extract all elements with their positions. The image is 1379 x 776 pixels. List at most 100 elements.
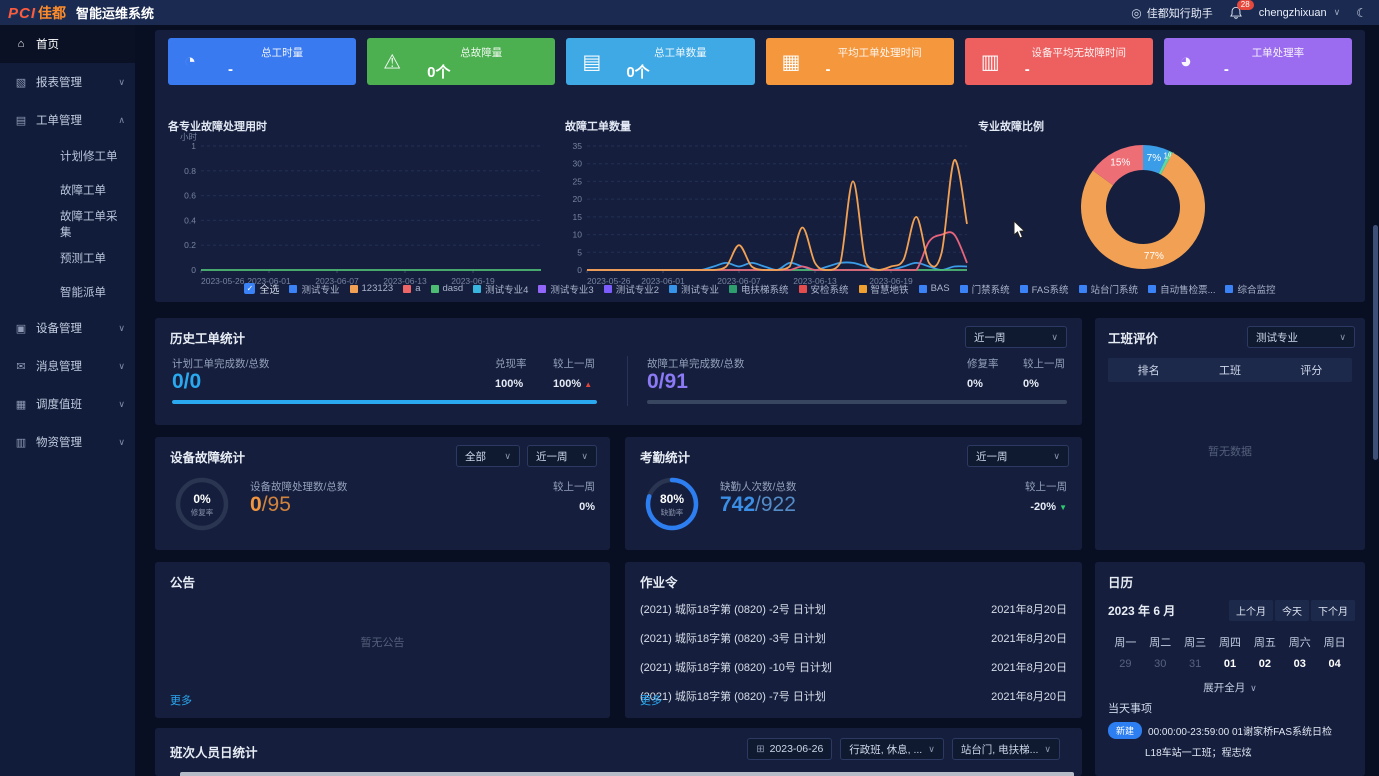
legend-color-swatch bbox=[403, 284, 412, 293]
legend-item[interactable]: 测试专业3 bbox=[538, 282, 594, 296]
legend-item[interactable]: 测试专业 bbox=[669, 282, 719, 296]
legend-item[interactable]: 电扶梯系统 bbox=[729, 282, 789, 296]
legend-color-swatch bbox=[1148, 284, 1157, 293]
legend-item[interactable]: dasd bbox=[430, 283, 463, 294]
weekday-label: 周三 bbox=[1184, 637, 1207, 649]
sidebar-item-dispatch-duty[interactable]: ▦ 调度值班 ∨ bbox=[0, 385, 135, 423]
announcement-empty-state: 暂无公告 bbox=[360, 637, 405, 649]
attendance-panel-title: 考勤统计 bbox=[640, 451, 691, 465]
legend-item[interactable]: 站台门系统 bbox=[1078, 282, 1138, 296]
work-orders-more-link[interactable]: 更多 bbox=[640, 695, 662, 707]
legend-item[interactable]: 123123 bbox=[349, 283, 393, 294]
shift-type-select[interactable]: 行政班, 休息, ... ∨ bbox=[840, 738, 944, 760]
legend-item[interactable]: 安检系统 bbox=[798, 282, 849, 296]
legend-item[interactable]: BAS bbox=[918, 283, 950, 294]
sidebar-item-workorder[interactable]: ▤ 工单管理 ∧ bbox=[0, 101, 135, 139]
calendar-date-cell[interactable]: 29 bbox=[1119, 658, 1132, 670]
notification-badge: 28 bbox=[1236, 0, 1254, 10]
theme-toggle[interactable]: ☾ bbox=[1356, 6, 1367, 20]
stat-card[interactable]: ▤ 总工单数量 0个 bbox=[566, 38, 755, 85]
legend-color-swatch bbox=[349, 284, 358, 293]
announcement-more-link[interactable]: 更多 bbox=[170, 695, 192, 707]
announcement-title: 公告 bbox=[170, 576, 196, 590]
scrollbar-thumb[interactable] bbox=[1373, 225, 1378, 460]
legend-item[interactable]: a bbox=[403, 283, 421, 294]
legend-item[interactable]: 综合监控 bbox=[1225, 282, 1276, 296]
absence-rate-gauge: 80% 缺勤率 bbox=[643, 475, 701, 533]
today-button[interactable]: 今天 bbox=[1275, 600, 1309, 621]
legend-item[interactable]: 测试专业 bbox=[289, 282, 340, 296]
calendar-event[interactable]: 新建 00:00:00-23:59:00 01谢家桥FAS系统日检 bbox=[1108, 722, 1357, 739]
sidebar-item-smart-dispatch[interactable]: 智能派单 bbox=[0, 275, 135, 309]
sidebar-item-planned-repair[interactable]: 计划修工单 bbox=[0, 139, 135, 173]
next-month-button[interactable]: 下个月 bbox=[1311, 600, 1355, 621]
notifications-button[interactable]: 28 bbox=[1229, 0, 1254, 20]
event-text: 00:00:00-23:59:00 01谢家桥FAS系统日检 bbox=[1148, 727, 1333, 738]
history-range-select[interactable]: 近一周 ∨ bbox=[965, 326, 1067, 348]
sidebar-item-material[interactable]: ▥ 物资管理 ∨ bbox=[0, 423, 135, 461]
sidebar-item-report[interactable]: ▧ 报表管理 ∨ bbox=[0, 63, 135, 101]
stat-card-value: - bbox=[825, 61, 831, 78]
stat-card-title: 总工时量 bbox=[261, 47, 304, 59]
planned-progress-bar bbox=[172, 400, 597, 404]
stat-card[interactable]: ◕ 工单处理率 - bbox=[1163, 38, 1353, 85]
logo-jiadu-text: 佳都 bbox=[38, 4, 67, 21]
legend-select-all[interactable]: ✓ 全选 bbox=[244, 281, 279, 296]
chevron-down-icon: ∨ bbox=[928, 743, 935, 754]
prev-month-button[interactable]: 上个月 bbox=[1229, 600, 1273, 621]
calendar-date-cell[interactable]: 30 bbox=[1154, 658, 1167, 670]
fault-wow-label: 较上一周 bbox=[1023, 358, 1065, 370]
calendar-date-cell[interactable]: 03 bbox=[1293, 658, 1306, 670]
work-order-row[interactable]: (2021) 城际18字第 (0820) -2号 日计划 2021年8月20日 bbox=[640, 594, 1067, 623]
sidebar-item-fault-collect[interactable]: 故障工单采集 bbox=[0, 207, 135, 241]
legend-item[interactable]: 测试专业4 bbox=[473, 282, 528, 296]
legend-item[interactable]: 测试专业2 bbox=[603, 282, 659, 296]
calendar-date-cell[interactable]: 01 bbox=[1223, 658, 1237, 670]
shift-date-picker[interactable]: ⊞ 2023-06-26 bbox=[747, 738, 833, 760]
legend-item[interactable]: 智慧地铁 bbox=[858, 282, 909, 296]
svg-text:15%: 15% bbox=[1110, 157, 1130, 168]
stat-card[interactable]: ▥ 设备平均无故障时间 - bbox=[964, 38, 1153, 85]
sidebar-item-predict-order[interactable]: 预测工单 bbox=[0, 241, 135, 275]
attendance-range-select[interactable]: 近一周 ∨ bbox=[967, 445, 1069, 467]
user-menu[interactable]: chengzhixuan ∨ bbox=[1259, 7, 1340, 19]
stat-card[interactable]: ▦ 平均工单处理时间 - bbox=[765, 38, 954, 85]
legend-item[interactable]: 自动售检票... bbox=[1148, 282, 1215, 296]
device-range-select[interactable]: 近一周 ∨ bbox=[527, 445, 597, 467]
sidebar-item-home[interactable]: ⌂ 首页 bbox=[0, 25, 135, 63]
legend-item[interactable]: 门禁系统 bbox=[959, 282, 1010, 296]
announcement-panel: 公告 暂无公告 更多 bbox=[155, 562, 610, 718]
team-major-select[interactable]: 测试专业 ∨ bbox=[1247, 326, 1355, 348]
sidebar-item-fault-order[interactable]: 故障工单 bbox=[0, 173, 135, 207]
work-order-row[interactable]: (2021) 城际18字第 (0820) -7号 日计划 2021年8月20日 bbox=[640, 681, 1067, 710]
work-order-row[interactable]: (2021) 城际18字第 (0820) -10号 日计划 2021年8月20日 bbox=[640, 652, 1067, 681]
calendar-date-cell[interactable]: 04 bbox=[1328, 658, 1341, 670]
stat-card[interactable]: ⚠ 总故障量 0个 bbox=[367, 38, 556, 85]
sidebar-item-device[interactable]: ▣ 设备管理 ∨ bbox=[0, 309, 135, 347]
device-scope-select[interactable]: 全部 ∨ bbox=[456, 445, 520, 467]
legend-color-swatch bbox=[538, 284, 547, 293]
chevron-down-icon: ∨ bbox=[118, 436, 125, 447]
server-icon: ▥ bbox=[980, 51, 1000, 73]
expand-month-link[interactable]: 展开全月 ∨ bbox=[1203, 682, 1257, 694]
assistant-button[interactable]: ◎ 佳都知行助手 bbox=[1131, 5, 1212, 21]
line-chart-fault-count: 0 5 10 15 20 25 30 35 2023-05-26 2023-06-01 2023-0… bbox=[557, 130, 981, 295]
legend-color-swatch bbox=[729, 284, 738, 293]
legend-item[interactable]: FAS系统 bbox=[1019, 282, 1069, 296]
calendar-date-cell[interactable]: 02 bbox=[1258, 658, 1271, 670]
calendar-clock-icon: ▦ bbox=[781, 51, 801, 73]
svg-text:2023-06-07: 2023-06-07 bbox=[315, 276, 359, 286]
shift-system-select[interactable]: 站台门, 电扶梯... ∨ bbox=[951, 738, 1060, 760]
calendar-date-cell[interactable]: 31 bbox=[1189, 658, 1202, 670]
col-team: 工班 bbox=[1218, 365, 1241, 377]
stat-card[interactable]: ◔ 总工时量 - bbox=[168, 38, 357, 85]
sidebar-item-message[interactable]: ✉ 消息管理 ∨ bbox=[0, 347, 135, 385]
work-order-row[interactable]: (2021) 城际18字第 (0820) -3号 日计划 2021年8月20日 bbox=[640, 623, 1067, 652]
planned-rate-label: 兑现率 bbox=[495, 358, 527, 370]
legend-label: FAS系统 bbox=[1031, 284, 1069, 296]
top-bar: PCI 佳都 智能运维系统 ◎ 佳都知行助手 28 chengzhixuan ∨… bbox=[0, 0, 1379, 25]
legend-label: 测试专业 bbox=[301, 284, 340, 296]
team-evaluation-panel: 工班评价 测试专业 ∨ 排名 工班 评分 暂无数据 bbox=[1095, 318, 1365, 550]
history-panel-title: 历史工单统计 bbox=[170, 332, 246, 346]
stat-card-value: 0个 bbox=[427, 64, 451, 81]
